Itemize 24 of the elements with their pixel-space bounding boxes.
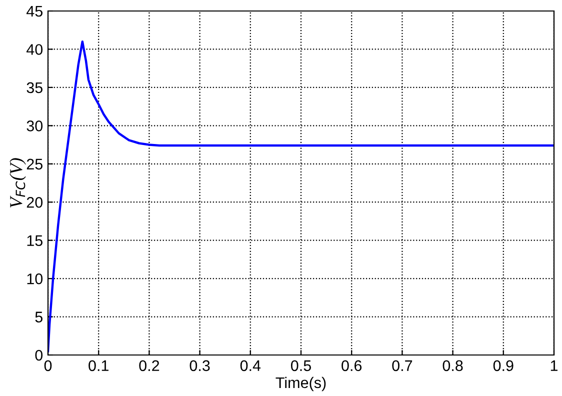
- x-tick-label: 0.6: [342, 360, 362, 372]
- x-tick-label: 0.2: [139, 360, 160, 372]
- x-tick-label: 0.5: [290, 360, 311, 372]
- x-tick-label: 0.3: [190, 360, 210, 372]
- y-tick-label: 5: [35, 312, 42, 322]
- y-tick-label: 25: [26, 158, 42, 170]
- x-tick-label: 0.1: [88, 360, 108, 372]
- x-tick-label: 0.9: [493, 360, 514, 372]
- y-tick-label: 10: [27, 273, 43, 284]
- x-tick-label: 0.8: [442, 360, 463, 372]
- y-tick-label: 30: [26, 120, 43, 132]
- y-axis-title: V$_{FC}$(V): [10, 158, 26, 208]
- x-tick-label: 0.7: [392, 360, 412, 372]
- y-tick-label: 15: [27, 235, 42, 246]
- y-tick-label: 0: [35, 350, 43, 361]
- line-series: [48, 40, 554, 352]
- x-tick-label: 0: [44, 360, 52, 372]
- y-tick-label: 35: [26, 82, 42, 94]
- x-tick-label: 0.4: [240, 360, 261, 372]
- x-tick-label: 1: [550, 360, 558, 371]
- y-tick-label: 45: [26, 6, 42, 17]
- x-axis-title: Time(s): [276, 376, 326, 392]
- y-tick-label: 20: [26, 196, 43, 208]
- y-tick-label: 40: [26, 44, 43, 55]
